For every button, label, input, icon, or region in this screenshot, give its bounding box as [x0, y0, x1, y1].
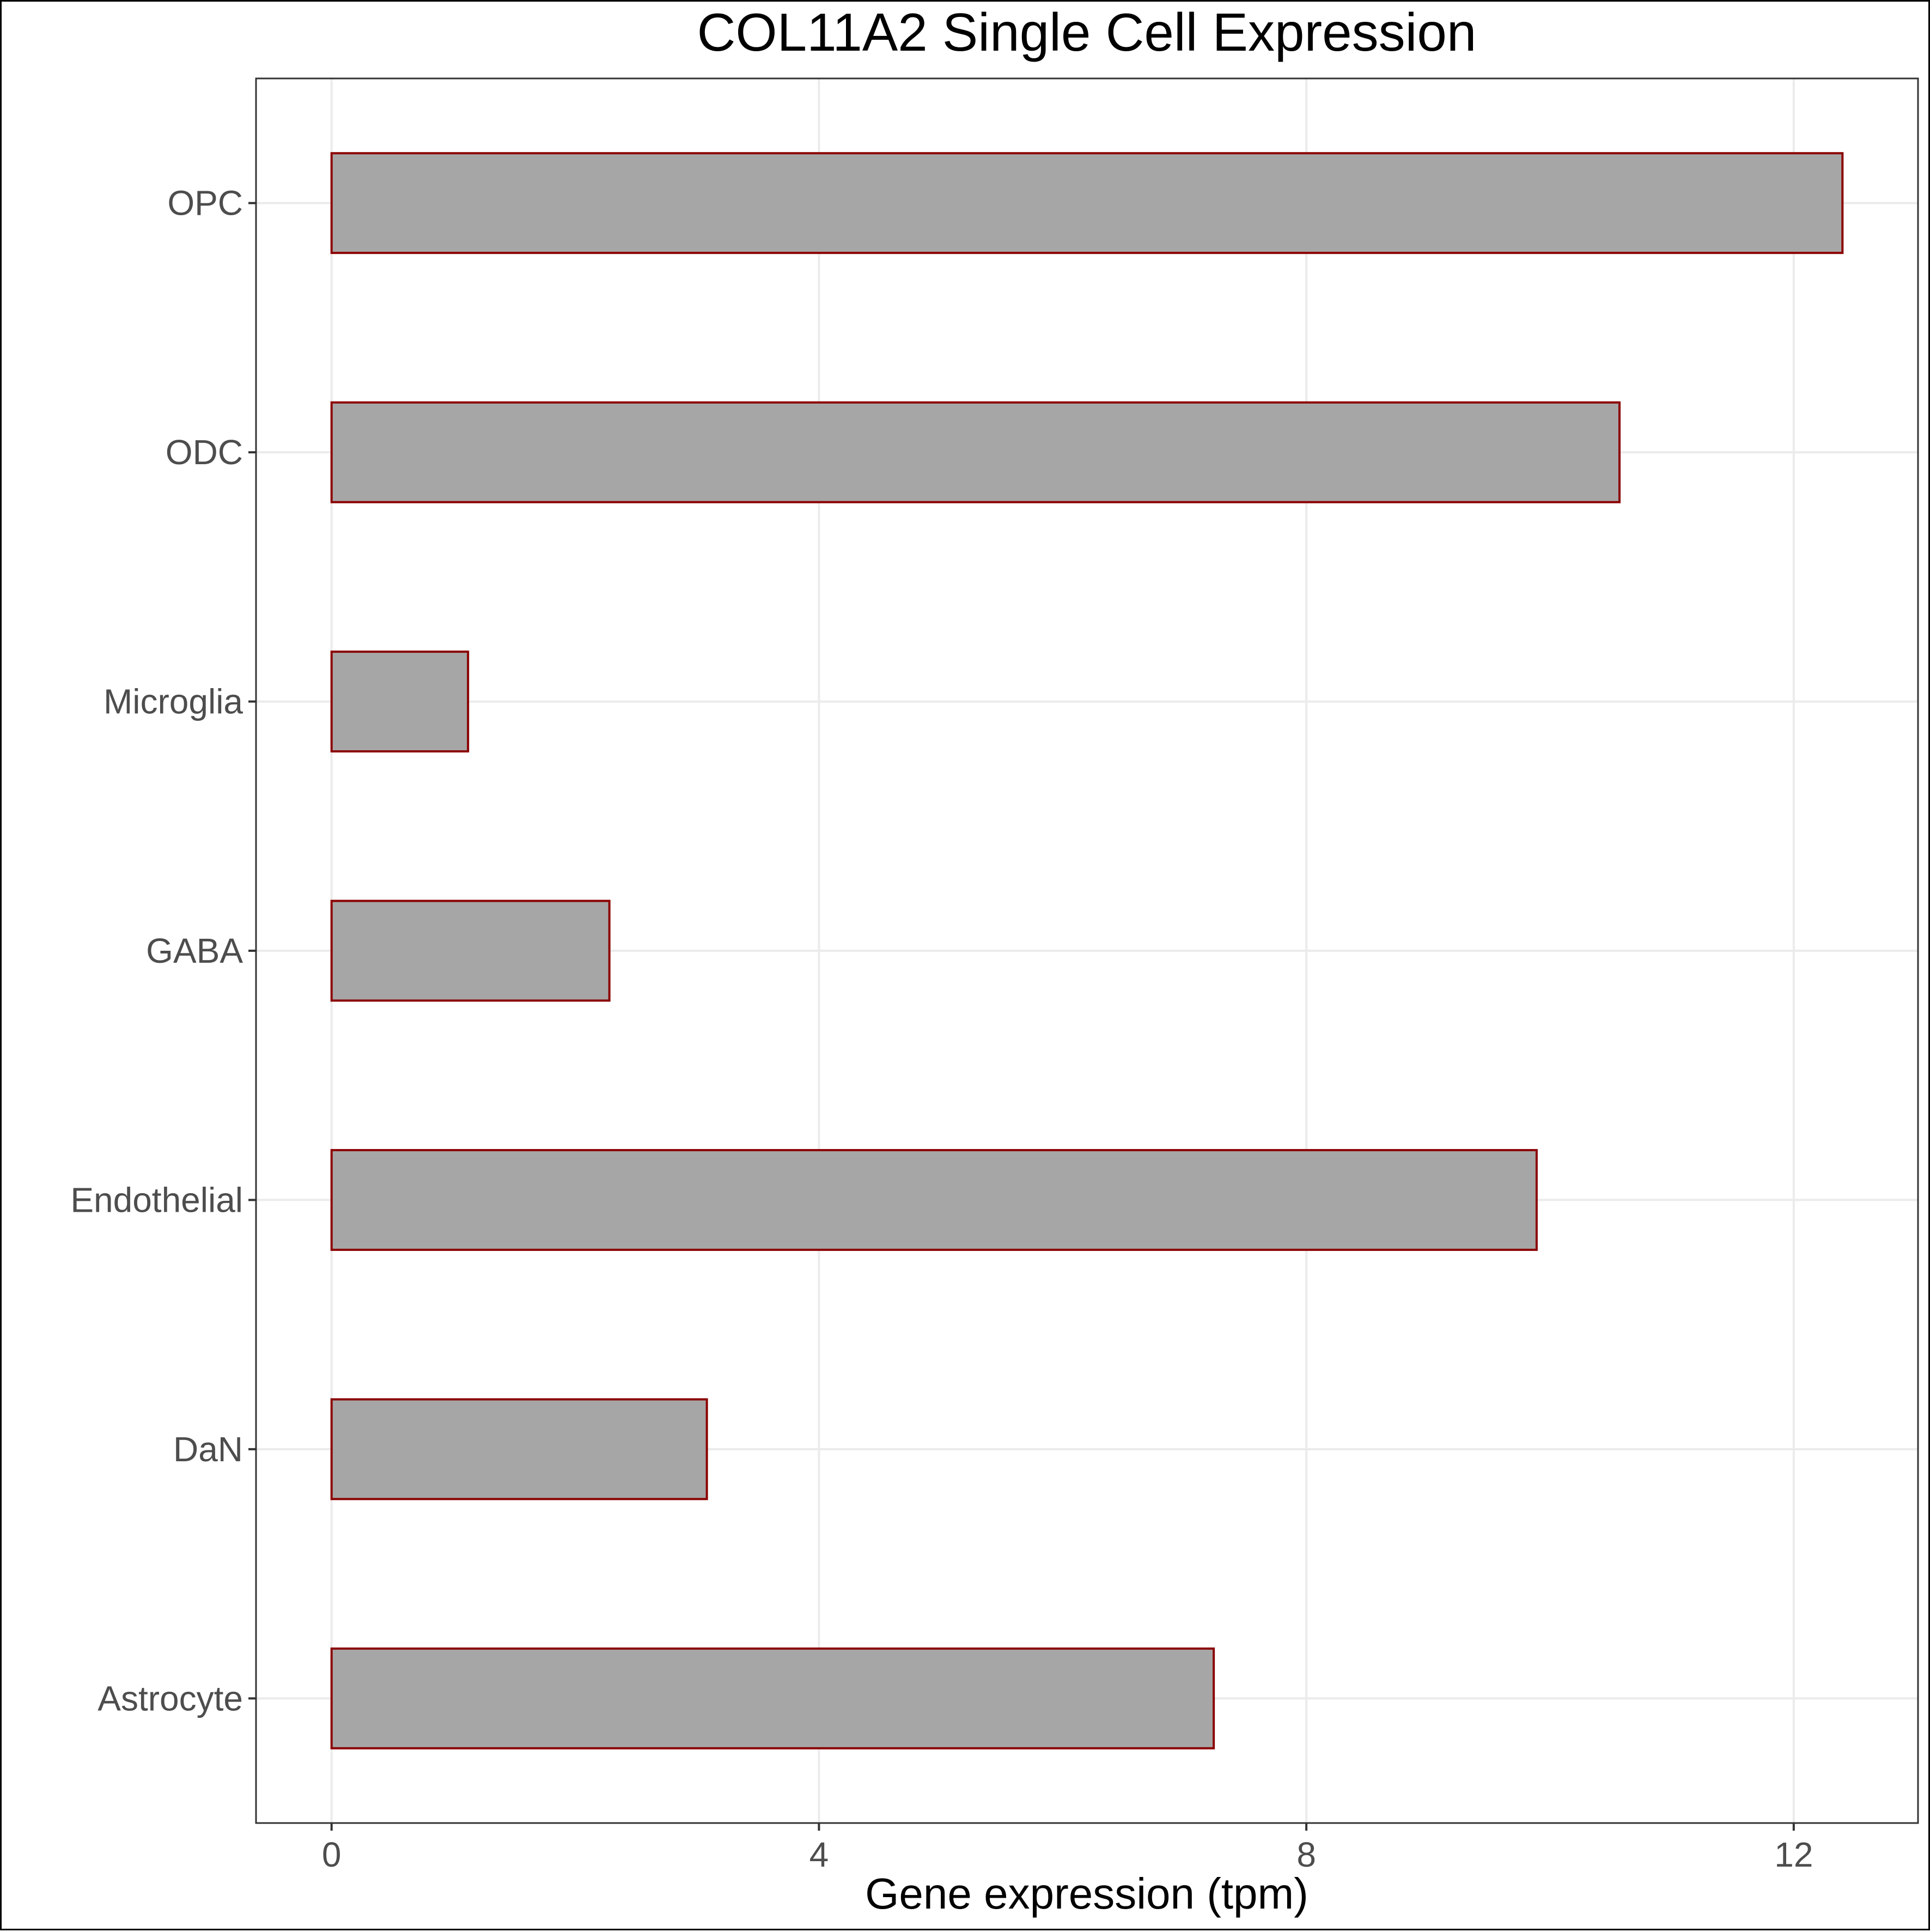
bar-microglia [330, 651, 470, 753]
ticks-layer [248, 202, 1795, 1831]
labels-layer: 0 4 8 12 Astrocyte DaN Endothelial GABA Microgli… [70, 184, 1813, 1874]
y-tick-label: Endothelial [70, 1180, 243, 1219]
bar-dan [330, 1398, 708, 1500]
bar-gaba [330, 900, 611, 1002]
y-tick-label: Microglia [103, 682, 243, 721]
y-tick-label: GABA [146, 931, 243, 970]
x-tick-label: 4 [809, 1835, 829, 1874]
x-tick-label: 0 [322, 1835, 342, 1874]
bar-endothelial [330, 1149, 1538, 1251]
x-tick-label: 12 [1774, 1835, 1813, 1874]
bar-opc [330, 152, 1844, 254]
y-tick-label: ODC [166, 433, 243, 472]
y-tick-label: DaN [173, 1430, 243, 1469]
y-tick-label: OPC [167, 184, 243, 223]
bar-astrocyte [330, 1647, 1215, 1749]
x-axis-title: Gene expression (tpm) [865, 1869, 1308, 1918]
bars-layer [330, 152, 1844, 1749]
chart-title: COL11A2 Single Cell Expression [697, 2, 1477, 62]
y-tick-label: Astrocyte [98, 1679, 243, 1718]
bar-odc [330, 401, 1621, 503]
x-tick-label: 8 [1296, 1835, 1316, 1874]
